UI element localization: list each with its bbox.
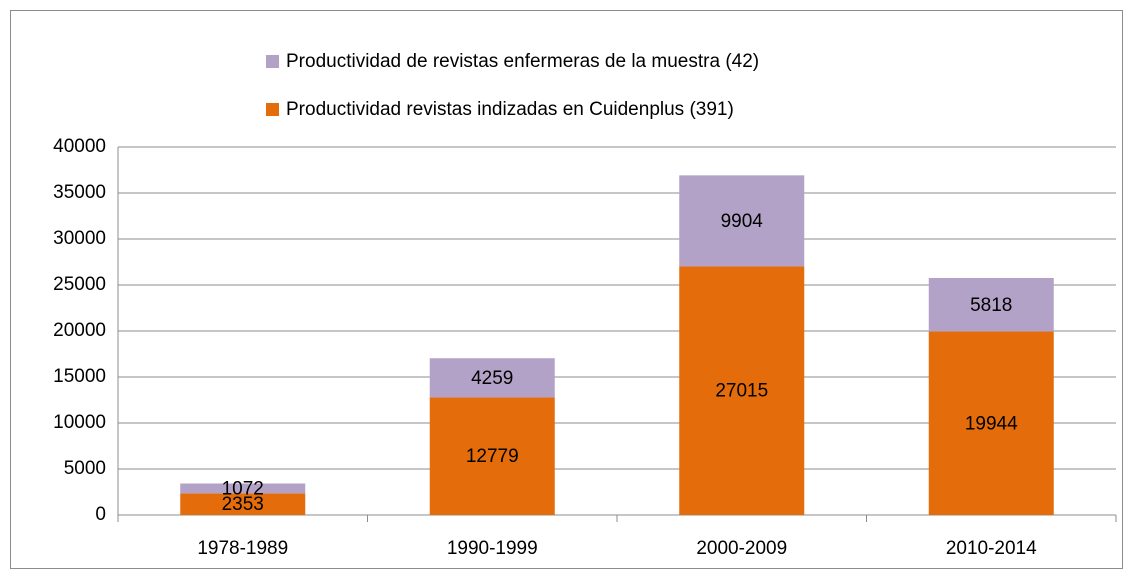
bar-segment (679, 175, 805, 267)
bar-segment (928, 277, 1054, 332)
y-tick-label: 10000 (53, 412, 106, 433)
y-tick-label: 30000 (53, 228, 106, 249)
bar-segment (928, 331, 1054, 515)
legend-swatch (266, 55, 279, 68)
data-label: 4259 (471, 368, 513, 389)
bar-segment (180, 493, 306, 515)
y-tick-label: 0 (95, 504, 106, 525)
bar-segment (429, 397, 555, 515)
data-label: 19944 (965, 413, 1018, 434)
data-label: 2353 (222, 494, 264, 515)
legend-swatch (266, 103, 279, 116)
bar-segment (679, 266, 805, 515)
x-tick-label: 1990-1999 (447, 538, 538, 559)
y-tick-label: 20000 (53, 320, 106, 341)
data-label: 1072 (222, 478, 264, 499)
x-tick-label: 2010-2014 (946, 538, 1037, 559)
data-label: 12779 (466, 446, 519, 467)
y-tick-label: 25000 (53, 274, 106, 295)
legend-label: Productividad de revistas enfermeras de … (286, 51, 759, 72)
legend-label: Productividad revistas indizadas en Cuid… (286, 99, 734, 120)
y-tick-label: 15000 (53, 366, 106, 387)
y-tick-label: 5000 (64, 458, 106, 479)
y-tick-label: 40000 (53, 136, 106, 157)
y-tick-label: 35000 (53, 182, 106, 203)
data-label: 27015 (715, 381, 768, 402)
x-tick-label: 1978-1989 (197, 538, 288, 559)
bar-segment (180, 483, 306, 494)
data-label: 9904 (721, 211, 764, 232)
data-label: 5818 (970, 295, 1012, 316)
bar-segment (429, 358, 555, 398)
x-tick-label: 2000-2009 (696, 538, 787, 559)
